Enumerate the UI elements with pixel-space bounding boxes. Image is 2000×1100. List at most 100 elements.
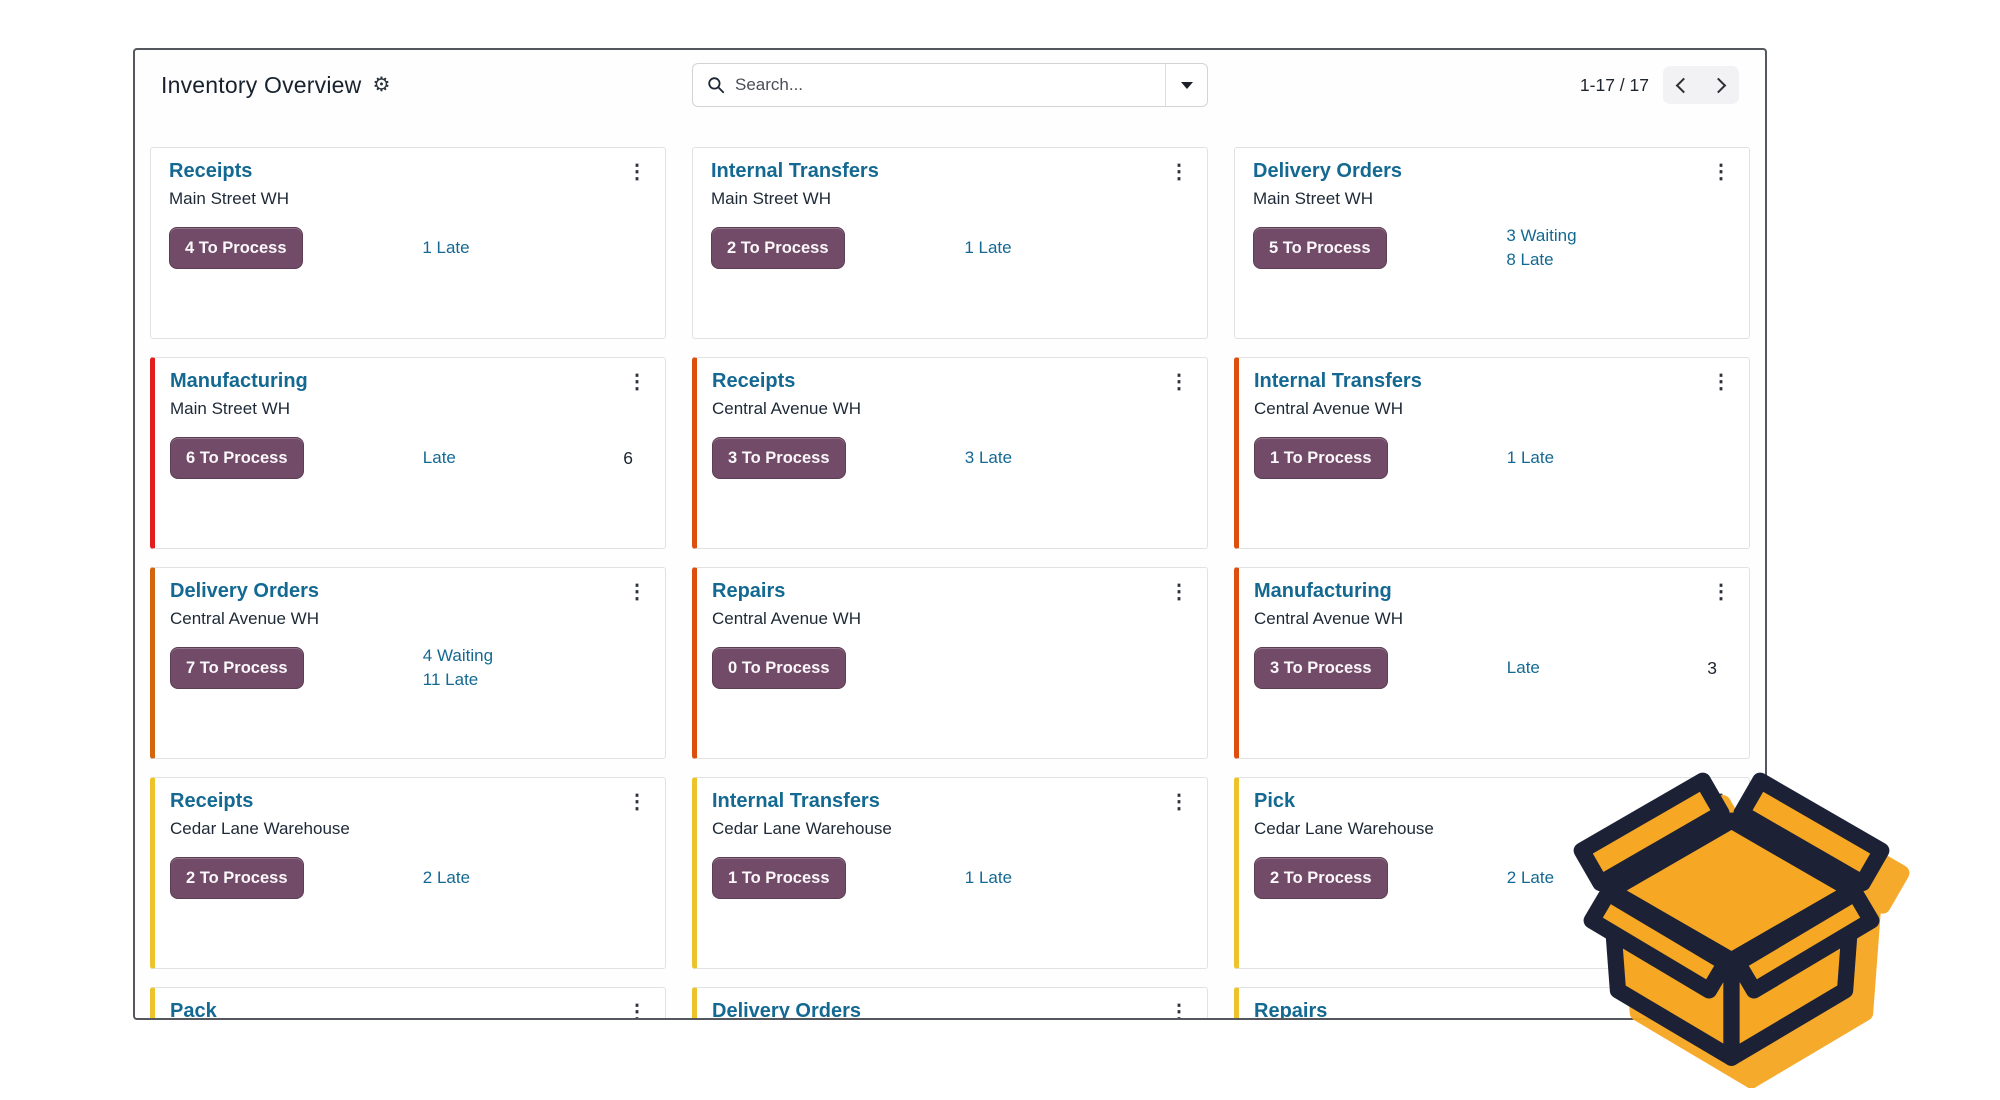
kanban-card: Manufacturing ⋮ Main Street WH 6 To Proc… [150,357,666,549]
card-title[interactable]: Repairs [1254,1000,1328,1020]
card-body-row: 3 To Process 3 Late [712,436,1189,480]
card-title[interactable]: Receipts [712,370,796,392]
kebab-menu-icon[interactable]: ⋮ [627,161,647,183]
kanban-card: Manufacturing ⋮ Central Avenue WH 3 To P… [1234,567,1750,759]
to-process-button[interactable]: 2 To Process [170,857,304,899]
to-process-button[interactable]: 1 To Process [1254,437,1388,479]
card-title[interactable]: Internal Transfers [712,790,880,812]
card-links: Late [423,446,456,470]
to-process-button[interactable]: 6 To Process [170,437,304,479]
card-title[interactable]: Delivery Orders [712,1000,861,1020]
kanban-card: Receipts ⋮ Main Street WH 4 To Process 1… [150,147,666,339]
card-warehouse: Cedar Lane Warehouse [1254,819,1434,838]
kebab-menu-icon[interactable]: ⋮ [1711,581,1731,603]
kanban-card: Receipts ⋮ Cedar Lane Warehouse 2 To Pro… [150,777,666,969]
to-process-button[interactable]: 3 To Process [1254,647,1388,689]
card-links: 1 Late [1507,446,1554,470]
search-input[interactable] [725,75,1165,95]
gear-icon[interactable]: ⚙ [372,74,391,96]
late-link[interactable]: 11 Late [422,670,479,689]
card-body-row: 2 To Process 1 Late [711,226,1189,270]
kebab-menu-icon[interactable]: ⋮ [1711,371,1731,393]
card-links: 3 Waiting 8 Late [1506,224,1576,272]
to-process-button[interactable]: 0 To Process [712,647,846,689]
card-title[interactable]: Receipts [169,160,253,182]
kebab-menu-icon[interactable]: ⋮ [627,371,647,393]
card-links: 4 Waiting 11 Late [423,644,493,692]
page-title: Inventory Overview [161,71,362,98]
chevron-left-icon [1675,77,1692,93]
card-title[interactable]: Delivery Orders [170,580,319,602]
kanban-card: Internal Transfers ⋮ Cedar Lane Warehous… [692,777,1208,969]
kebab-menu-icon[interactable]: ⋮ [1169,161,1189,183]
late-link[interactable]: 2 Late [422,868,471,887]
late-link[interactable]: 1 Late [964,238,1012,257]
app-window: Inventory Overview ⚙ 1-17 / 17 [133,48,1767,1020]
kebab-menu-icon[interactable]: ⋮ [1711,161,1731,183]
card-title[interactable]: Manufacturing [1254,580,1392,602]
card-title[interactable]: Delivery Orders [1253,160,1402,182]
pager-previous-button[interactable] [1663,66,1701,104]
kebab-menu-icon[interactable]: ⋮ [627,791,647,813]
to-process-button[interactable]: 4 To Process [169,227,303,269]
card-title[interactable]: Repairs [712,580,786,602]
card-warehouse: Cedar Lane Warehouse [170,819,350,838]
card-warehouse: Main Street WH [1253,189,1373,208]
card-title[interactable]: Receipts [170,790,254,812]
kebab-menu-icon[interactable]: ⋮ [1169,1001,1189,1020]
card-title[interactable]: Pack [170,1000,217,1020]
kebab-menu-icon[interactable]: ⋮ [1169,371,1189,393]
card-links: 2 Late [1507,866,1554,890]
kanban-card: Internal Transfers ⋮ Main Street WH 2 To… [692,147,1208,339]
chevron-right-icon [1710,77,1727,93]
late-link[interactable]: 2 Late [1506,868,1555,887]
to-process-button[interactable]: 5 To Process [1253,227,1387,269]
card-title[interactable]: Internal Transfers [711,160,879,182]
kebab-menu-icon[interactable]: ⋮ [1169,581,1189,603]
kebab-menu-icon[interactable]: ⋮ [627,581,647,603]
late-link[interactable]: Late [1506,658,1540,677]
card-title[interactable]: Pick [1254,790,1296,812]
late-link[interactable]: Late [422,448,456,467]
kebab-menu-icon[interactable]: ⋮ [627,1001,647,1020]
kebab-menu-icon[interactable]: ⋮ [1169,791,1189,813]
waiting-link[interactable]: 3 Waiting [1506,226,1577,245]
card-warehouse: Central Avenue WH [712,609,861,628]
to-process-button[interactable]: 3 To Process [712,437,846,479]
late-link[interactable]: 1 Late [422,238,470,257]
kanban-grid: Receipts ⋮ Main Street WH 4 To Process 1… [135,120,1765,1020]
search-icon [708,77,725,94]
late-link[interactable]: 1 Late [1506,448,1555,467]
card-links: 1 Late [965,866,1012,890]
card-body-row: 1 To Process 1 Late [1254,436,1731,480]
card-title[interactable]: Internal Transfers [1254,370,1422,392]
card-warehouse: Main Street WH [169,189,289,208]
late-link[interactable]: 1 Late [964,868,1013,887]
card-warehouse: Central Avenue WH [1254,609,1403,628]
late-link[interactable]: 8 Late [1506,250,1554,269]
kanban-card: Pack ⋮ [150,987,666,1020]
to-process-button[interactable]: 2 To Process [1254,857,1388,899]
to-process-button[interactable]: 2 To Process [711,227,845,269]
card-links: 3 Late [965,446,1012,470]
late-link[interactable]: 3 Late [964,448,1013,467]
waiting-link[interactable]: 4 Waiting [422,646,494,665]
card-body-row: 0 To Process [712,646,1189,690]
card-body-row: 3 To Process Late 3 [1254,646,1731,690]
to-process-button[interactable]: 1 To Process [712,857,846,899]
to-process-button[interactable]: 7 To Process [170,647,304,689]
card-title[interactable]: Manufacturing [170,370,308,392]
chevron-down-icon [1180,81,1193,89]
late-count[interactable]: 3 [1707,657,1717,678]
pager-next-button[interactable] [1701,66,1739,104]
card-body-row: 6 To Process Late 6 [170,436,647,480]
late-count[interactable]: 6 [623,447,633,468]
open-box-logo [1573,772,1910,1088]
search-options-button[interactable] [1165,64,1207,106]
card-body-row: 2 To Process 2 Late [170,856,647,900]
card-links: 2 Late [423,866,470,890]
kanban-card: Delivery Orders ⋮ [692,987,1208,1020]
kanban-card: Delivery Orders ⋮ Central Avenue WH 7 To… [150,567,666,759]
card-warehouse: Central Avenue WH [1254,399,1403,418]
card-warehouse: Main Street WH [170,399,290,418]
